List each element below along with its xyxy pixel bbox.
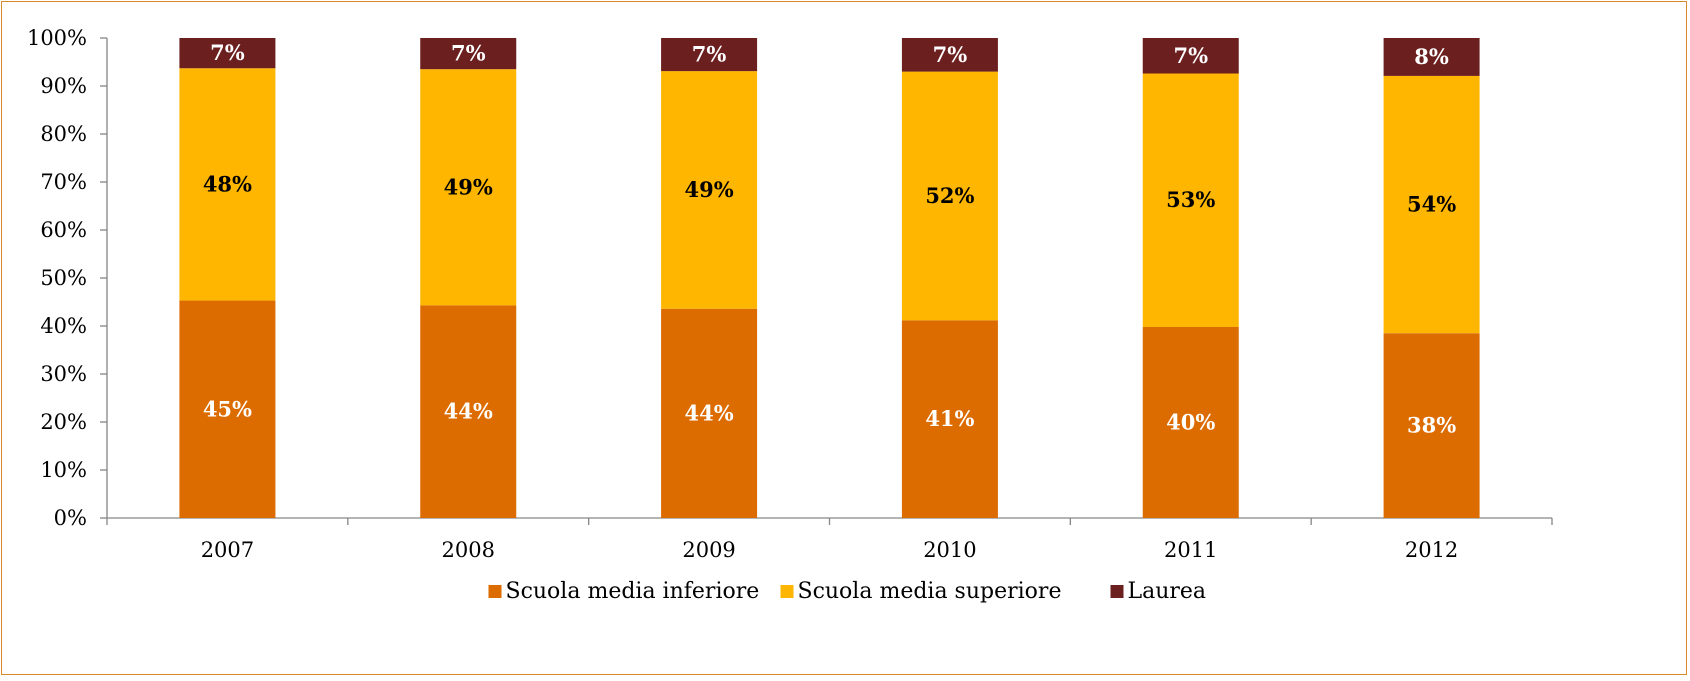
data-label: 7% (210, 40, 245, 65)
data-label: 44% (444, 399, 493, 424)
data-label: 53% (1166, 187, 1215, 212)
legend-swatch (1110, 585, 1124, 598)
legend-swatch (780, 585, 794, 598)
bar-segment (420, 38, 517, 70)
bar-segment (1383, 38, 1480, 76)
bar-segment (420, 305, 517, 518)
legend-label: Laurea (1128, 579, 1207, 604)
x-tick-label: 2011 (1164, 538, 1217, 562)
data-label: 7% (692, 42, 727, 67)
data-label: 48% (203, 171, 252, 196)
x-tick-label: 2012 (1405, 538, 1458, 562)
bar-segment (420, 69, 517, 306)
data-label: 7% (451, 41, 486, 66)
bar-segment (179, 300, 276, 518)
y-tick-label: 20% (40, 410, 87, 434)
data-label: 49% (684, 177, 733, 202)
data-label: 7% (933, 42, 968, 67)
y-tick-label: 90% (40, 74, 87, 98)
bar-segment (1142, 326, 1239, 518)
legend-label: Scuola media inferiore (506, 579, 760, 604)
y-tick-label: 30% (40, 362, 87, 386)
bar-segment (1142, 73, 1239, 327)
bar-segment (661, 308, 758, 518)
data-label: 8% (1414, 44, 1449, 69)
y-tick-label: 80% (40, 122, 87, 146)
y-tick-label: 40% (40, 314, 87, 338)
data-label: 45% (203, 396, 252, 421)
data-label: 44% (684, 400, 733, 425)
bar-segment (661, 38, 758, 72)
y-tick-label: 50% (40, 266, 87, 290)
bar-segment (1142, 38, 1239, 74)
legend-label: Scuola media superiore (798, 579, 1062, 604)
bar-segment (901, 38, 998, 72)
data-label: 41% (925, 406, 974, 431)
data-label: 40% (1166, 409, 1215, 434)
bar-segment (661, 71, 758, 309)
legend: Scuola media inferiore Scuola media super… (488, 579, 1207, 604)
y-tick-label: 10% (40, 458, 87, 482)
y-axis: 0% 10% 20% 30% 40% 50% 60% 70% 80% 90% 100% (27, 26, 108, 530)
x-tick-label: 2007 (201, 538, 254, 562)
bar-segment (1383, 333, 1480, 518)
data-label: 49% (444, 174, 493, 199)
data-label: 54% (1407, 192, 1456, 217)
y-tick-label: 60% (40, 218, 87, 242)
bar-segment (179, 68, 276, 301)
x-tick-label: 2009 (682, 538, 735, 562)
legend-swatch (488, 585, 502, 598)
bars: 45% 48% 7% 44% 49% 7% 44% 49% 7% 41% 52% 7% 40% 53% 7%… (179, 38, 1480, 518)
x-tick-label: 2008 (442, 538, 495, 562)
data-label: 38% (1407, 413, 1456, 438)
x-axis: 2007 2008 2009 2010 2011 2012 (106, 517, 1553, 562)
data-label: 52% (925, 183, 974, 208)
y-tick-label: 70% (40, 170, 87, 194)
bar-segment (901, 71, 998, 321)
data-label: 7% (1173, 43, 1208, 68)
bar-segment (179, 38, 276, 69)
bar-segment (901, 320, 998, 518)
y-tick-label: 100% (27, 26, 87, 50)
x-tick-label: 2010 (923, 538, 976, 562)
bar-segment (1383, 75, 1480, 334)
y-tick-label: 0% (54, 506, 87, 530)
